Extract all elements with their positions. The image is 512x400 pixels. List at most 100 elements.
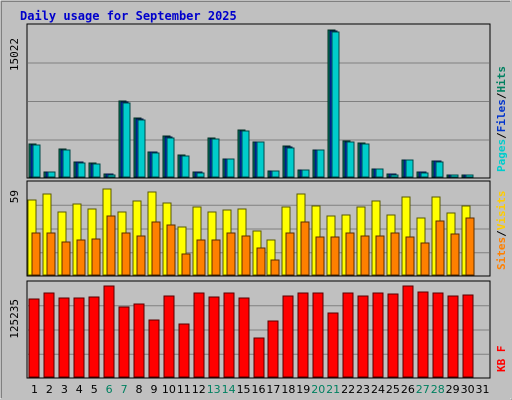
x-day-label: 7 [121,383,128,396]
bar-sites [405,236,415,276]
bar-pages [465,174,474,178]
x-day-label: 29 [446,383,460,396]
legend-item: KB F [495,346,508,373]
bar-kb-f [223,292,235,378]
bar-kb-f [148,319,160,378]
bar-pages [62,149,71,178]
bar-kb-f [327,312,339,378]
y-max-label: 15022 [8,38,21,71]
bar-kb-f [43,292,55,378]
x-day-label: 14 [222,383,236,396]
bar-pages [181,155,190,178]
bar-sites [420,242,430,276]
panels-group: 15022Pages/Files/Hits59Sites/Visits12523… [8,23,508,379]
bar-kb-f [208,296,220,378]
bar-kb-f [462,294,474,378]
bar-pages [77,162,86,178]
bar-sites [196,239,206,276]
x-day-label: 21 [326,383,340,396]
bar-sites [151,221,161,276]
x-day-label: 27 [416,383,430,396]
bar-pages [196,172,205,178]
legend-item: Sites [495,237,508,270]
x-day-label: 28 [431,383,445,396]
bar-kb-f [417,291,429,378]
bar-sites [360,235,370,276]
panel-sites-visits: 59 Sites/Visits [8,180,508,277]
x-day-label: 30 [461,383,475,396]
bar-sites [270,259,280,276]
legend-item: / [495,92,508,99]
bar-sites [256,247,266,276]
x-day-label: 17 [266,383,280,396]
bar-pages [122,102,131,178]
x-day-label: 5 [91,383,98,396]
bar-sites [375,235,385,276]
bar-kb-f [282,295,294,378]
bar-sites [61,241,71,276]
bar-sites [136,235,146,276]
bar-pages [316,149,325,178]
bar-sites [330,236,340,276]
bar-pages [390,174,399,178]
bar-kb-f [312,292,324,378]
legend: Sites/Visits [495,191,508,271]
x-day-label: 25 [386,383,400,396]
bar-pages [286,147,295,178]
legend-item: Visits [495,191,508,231]
bar-sites [226,232,236,276]
x-day-label: 8 [136,383,143,396]
legend-item: / [495,230,508,237]
x-day-label: 12 [192,383,206,396]
bar-kb-f [432,292,444,378]
bar-pages [92,163,101,178]
legend-item: / [495,132,508,139]
bar-pages [271,170,280,178]
bar-sites [211,239,221,276]
bar-pages [151,152,160,178]
x-axis-day-labels: 1 2 3 4 5 6 7 8 9 10 11 12 13 14 15 16 17 18 19 20 21 22 23 24 2… [31,383,490,396]
legend-item: Pages [495,139,508,172]
x-day-label: 16 [252,383,266,396]
bar-sites [121,232,131,276]
panel-kbytes: 125235 KB F [8,280,508,379]
bar-kb-f [342,292,354,378]
bar-pages [435,161,444,178]
bar-pages [211,138,220,178]
bar-pages [331,31,340,178]
bar-pages [361,143,370,178]
x-day-label: 3 [61,383,68,396]
bar-pages [346,141,355,178]
x-day-label: 6 [106,383,113,396]
x-day-label: 9 [150,383,157,396]
bar-kb-f [163,295,175,378]
bar-kb-f [238,297,250,378]
bar-pages [32,144,41,178]
bar-sites [241,235,251,276]
y-max-label: 59 [8,190,21,203]
bar-pages [375,168,384,178]
bar-sites [450,233,460,276]
bar-pages [256,141,265,178]
bar-pages [137,119,146,178]
bar-sites [181,253,191,276]
x-day-label: 10 [162,383,176,396]
bar-pages [301,169,310,178]
bar-sites [91,238,101,276]
x-day-label: 26 [401,383,415,396]
bar-sites [166,224,176,276]
bar-pages [47,171,56,178]
bar-kb-f [402,285,414,378]
bar-pages [405,159,414,178]
bar-sites [345,232,355,276]
bar-pages [226,158,235,178]
x-day-label: 20 [311,383,325,396]
x-day-label: 2 [46,383,53,396]
bar-sites [46,232,56,276]
legend-item: Hits [495,66,508,93]
x-day-label: 31 [476,383,490,396]
x-day-label: 19 [296,383,310,396]
